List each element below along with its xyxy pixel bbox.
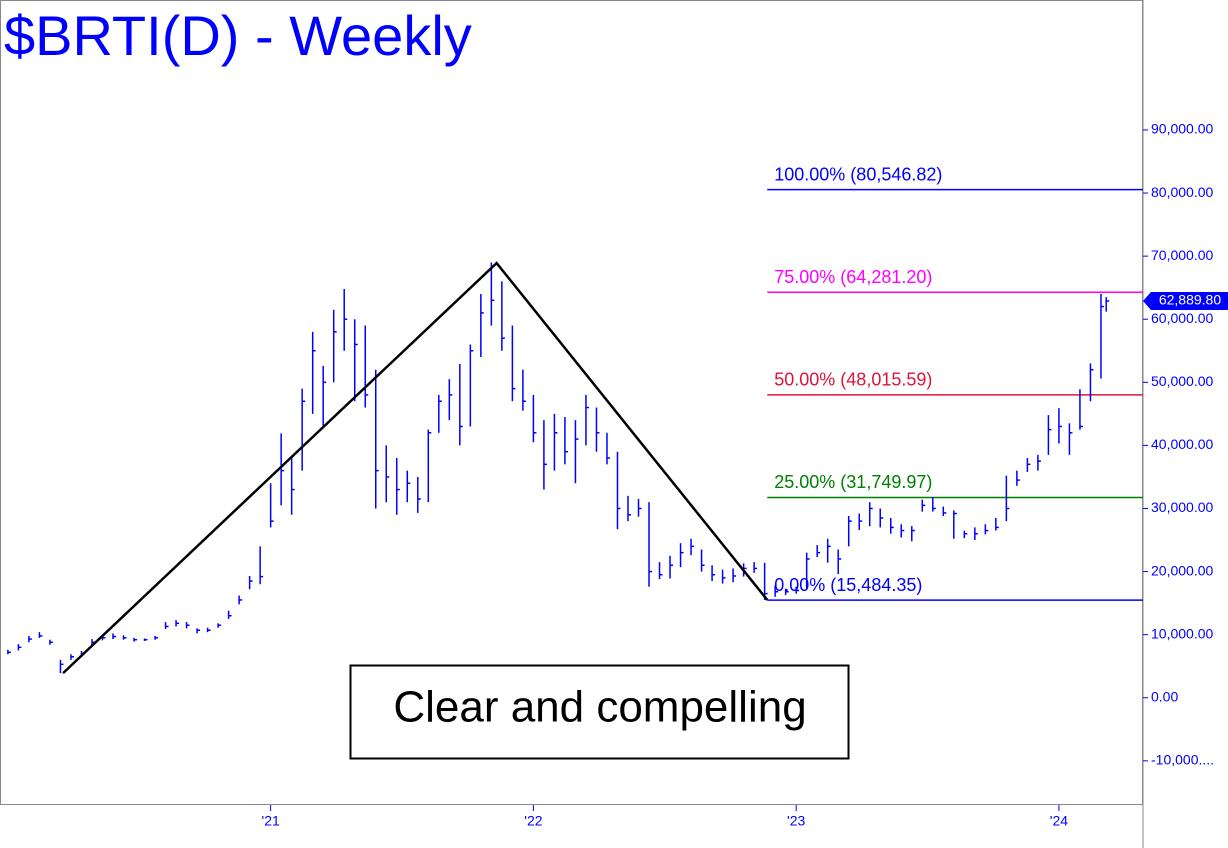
pattern-line — [62, 261, 769, 675]
y-tick-label: 60,000.00 — [1151, 310, 1213, 326]
y-tick-label: 20,000.00 — [1151, 562, 1213, 578]
fib-label: 0.00% (15,484.35) — [774, 575, 922, 595]
fib-label: 25.00% (31,749.97) — [774, 472, 932, 492]
y-tick-label: 80,000.00 — [1151, 184, 1213, 200]
y-tick-label: 40,000.00 — [1151, 436, 1213, 452]
y-tick-label: 90,000.00 — [1151, 121, 1213, 137]
y-tick-label: 0.00 — [1151, 688, 1178, 704]
x-tick-label: '21 — [262, 813, 280, 829]
last-price-marker — [1143, 291, 1228, 310]
y-tick-label: 10,000.00 — [1151, 625, 1213, 641]
fib-label: 100.00% (80,546.82) — [774, 164, 942, 184]
x-tick-label: '23 — [787, 813, 805, 829]
fib-label: 75.00% (64,281.20) — [774, 267, 932, 287]
fib-label: 50.00% (48,015.59) — [774, 370, 932, 390]
y-tick-label: 50,000.00 — [1151, 373, 1213, 389]
x-tick-label: '22 — [524, 813, 542, 829]
y-tick-label: -10,000.... — [1151, 752, 1214, 768]
annotation-box — [349, 664, 850, 760]
last-price-label: 62,889.80 — [1159, 292, 1221, 308]
annotation: Clear and compelling — [393, 683, 806, 732]
x-tick-label: '24 — [1050, 813, 1068, 829]
chart-title: $BRTI(D) - Weekly — [4, 4, 472, 67]
y-tick-label: 30,000.00 — [1151, 499, 1213, 515]
y-tick-label: 70,000.00 — [1151, 247, 1213, 263]
